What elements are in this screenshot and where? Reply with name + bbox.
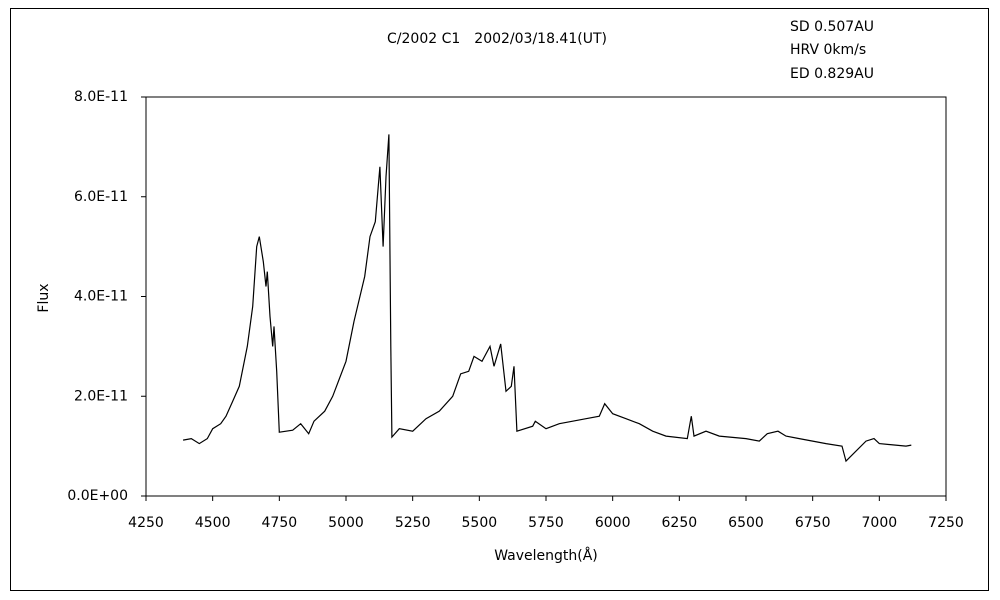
- y-tick-label: 8.0E-11: [74, 89, 128, 105]
- chart-title: C/2002 C1 2002/03/18.41(UT): [387, 31, 607, 47]
- x-tick-label: 6250: [662, 515, 698, 531]
- annotation: HRV 0km/s: [790, 42, 866, 58]
- y-tick-label: 6.0E-11: [74, 189, 128, 205]
- x-tick-label: 5000: [328, 515, 364, 531]
- x-tick-label: 6000: [595, 515, 631, 531]
- annotation: SD 0.507AU: [790, 19, 874, 35]
- x-tick-label: 4250: [128, 515, 164, 531]
- x-tick-label: 5750: [528, 515, 564, 531]
- x-tick-label: 7000: [862, 515, 898, 531]
- x-axis-label: Wavelength(Å): [494, 547, 598, 564]
- x-tick-label: 5250: [395, 515, 431, 531]
- x-tick-label: 6750: [795, 515, 831, 531]
- x-tick-label: 4750: [262, 515, 298, 531]
- y-tick-label: 2.0E-11: [74, 388, 128, 404]
- y-tick-label: 4.0E-11: [74, 289, 128, 305]
- annotation: ED 0.829AU: [790, 66, 874, 82]
- y-axis-label: Flux: [36, 283, 52, 312]
- y-tick-label: 0.0E+00: [67, 488, 128, 504]
- spectrum-line: [182, 134, 912, 463]
- x-tick-label: 5500: [462, 515, 498, 531]
- x-tick-label: 6500: [728, 515, 764, 531]
- x-tick-label: 4500: [195, 515, 231, 531]
- x-tick-label: 7250: [928, 515, 964, 531]
- frame: [10, 8, 989, 591]
- plot-area: [145, 96, 947, 497]
